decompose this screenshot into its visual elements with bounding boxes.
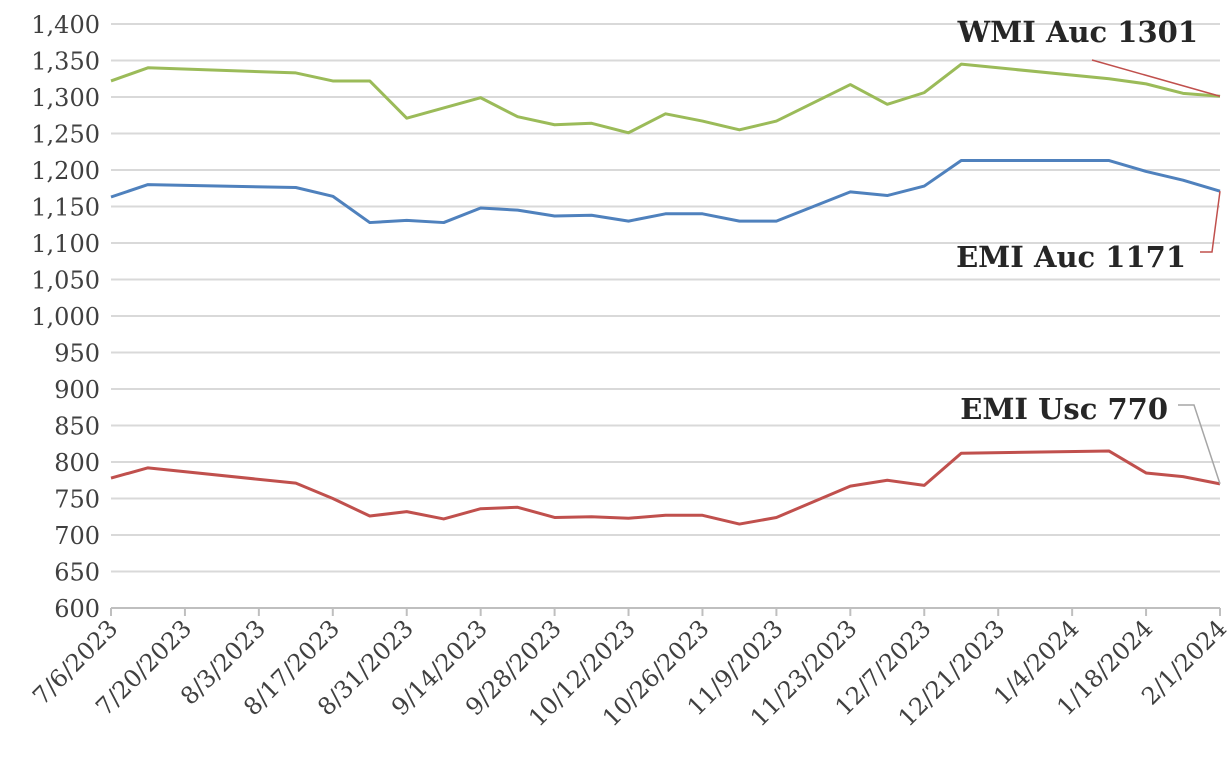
annotation: EMI Auc 1171: [956, 240, 1186, 274]
series-line: [110, 159, 1221, 225]
annotation: EMI Usc 770: [960, 392, 1168, 426]
annotation-leader: [1091, 59, 1221, 97]
series-line: [110, 449, 1221, 526]
y-tick-label: 1,400: [31, 11, 100, 39]
annotation-leader: [1200, 191, 1221, 253]
y-tick-label: 1,200: [31, 157, 100, 185]
y-tick-label: 1,350: [31, 48, 100, 76]
y-tick-label: 650: [54, 559, 100, 587]
y-tick-label: 1,000: [31, 303, 100, 331]
y-tick-label: 800: [54, 449, 100, 477]
y-tick-label: 950: [54, 340, 100, 368]
y-tick-label: 750: [54, 486, 100, 514]
y-tick-label: 1,050: [31, 267, 100, 295]
y-tick-label: 1,150: [31, 194, 100, 222]
y-tick-label: 600: [54, 595, 100, 623]
y-tick-label: 850: [54, 413, 100, 441]
y-tick-label: 900: [54, 376, 100, 404]
y-tick-label: 700: [54, 522, 100, 550]
annotation-leader: [1178, 404, 1221, 485]
series-line: [110, 62, 1221, 135]
y-tick-label: 1,100: [31, 230, 100, 258]
y-tick-label: 1,300: [31, 84, 100, 112]
y-tick-label: 1,250: [31, 121, 100, 149]
annotation: WMI Auc 1301: [957, 15, 1198, 49]
